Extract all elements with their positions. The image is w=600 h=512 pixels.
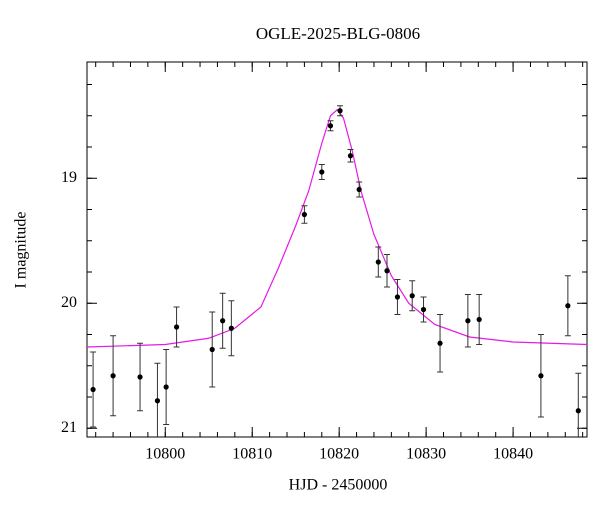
data-point	[228, 325, 234, 331]
data-point	[301, 211, 307, 218]
data-point	[220, 318, 226, 324]
y-tick-label: 20	[61, 294, 77, 311]
y-tick-label: 21	[61, 419, 77, 436]
x-tick-label: 10810	[232, 446, 272, 463]
data-point	[356, 186, 362, 193]
data-point	[173, 324, 180, 330]
data-point	[327, 123, 334, 129]
data-point	[565, 303, 571, 309]
data-point	[465, 318, 471, 324]
model-curve	[87, 108, 587, 348]
data-point	[337, 108, 343, 114]
x-tick-label: 10800	[145, 446, 185, 463]
data-point	[163, 384, 169, 390]
x-tick-label: 10830	[406, 446, 446, 463]
y-axis-label: I magnitude	[13, 212, 30, 289]
data-point	[394, 294, 401, 300]
data-point	[110, 373, 116, 379]
data-point	[384, 268, 390, 274]
x-tick-label: 10820	[319, 446, 359, 463]
data-point	[375, 259, 381, 265]
data-point	[437, 340, 443, 346]
x-tick-label: 10840	[493, 446, 533, 463]
x-axis-label: HJD - 2450000	[289, 477, 388, 494]
data-point	[154, 398, 161, 404]
plot-frame	[86, 61, 588, 438]
chart-title: OGLE-2025-BLG-0806	[256, 24, 420, 43]
data-point	[420, 306, 427, 313]
data-point	[575, 408, 581, 414]
data-point	[409, 293, 415, 299]
data-point	[209, 346, 215, 353]
data-point	[137, 374, 143, 380]
data-point	[538, 373, 544, 379]
data-point	[476, 316, 482, 323]
data-point	[319, 169, 325, 175]
data-point	[347, 153, 354, 159]
y-tick-label: 19	[61, 169, 77, 186]
data-point	[90, 386, 96, 393]
